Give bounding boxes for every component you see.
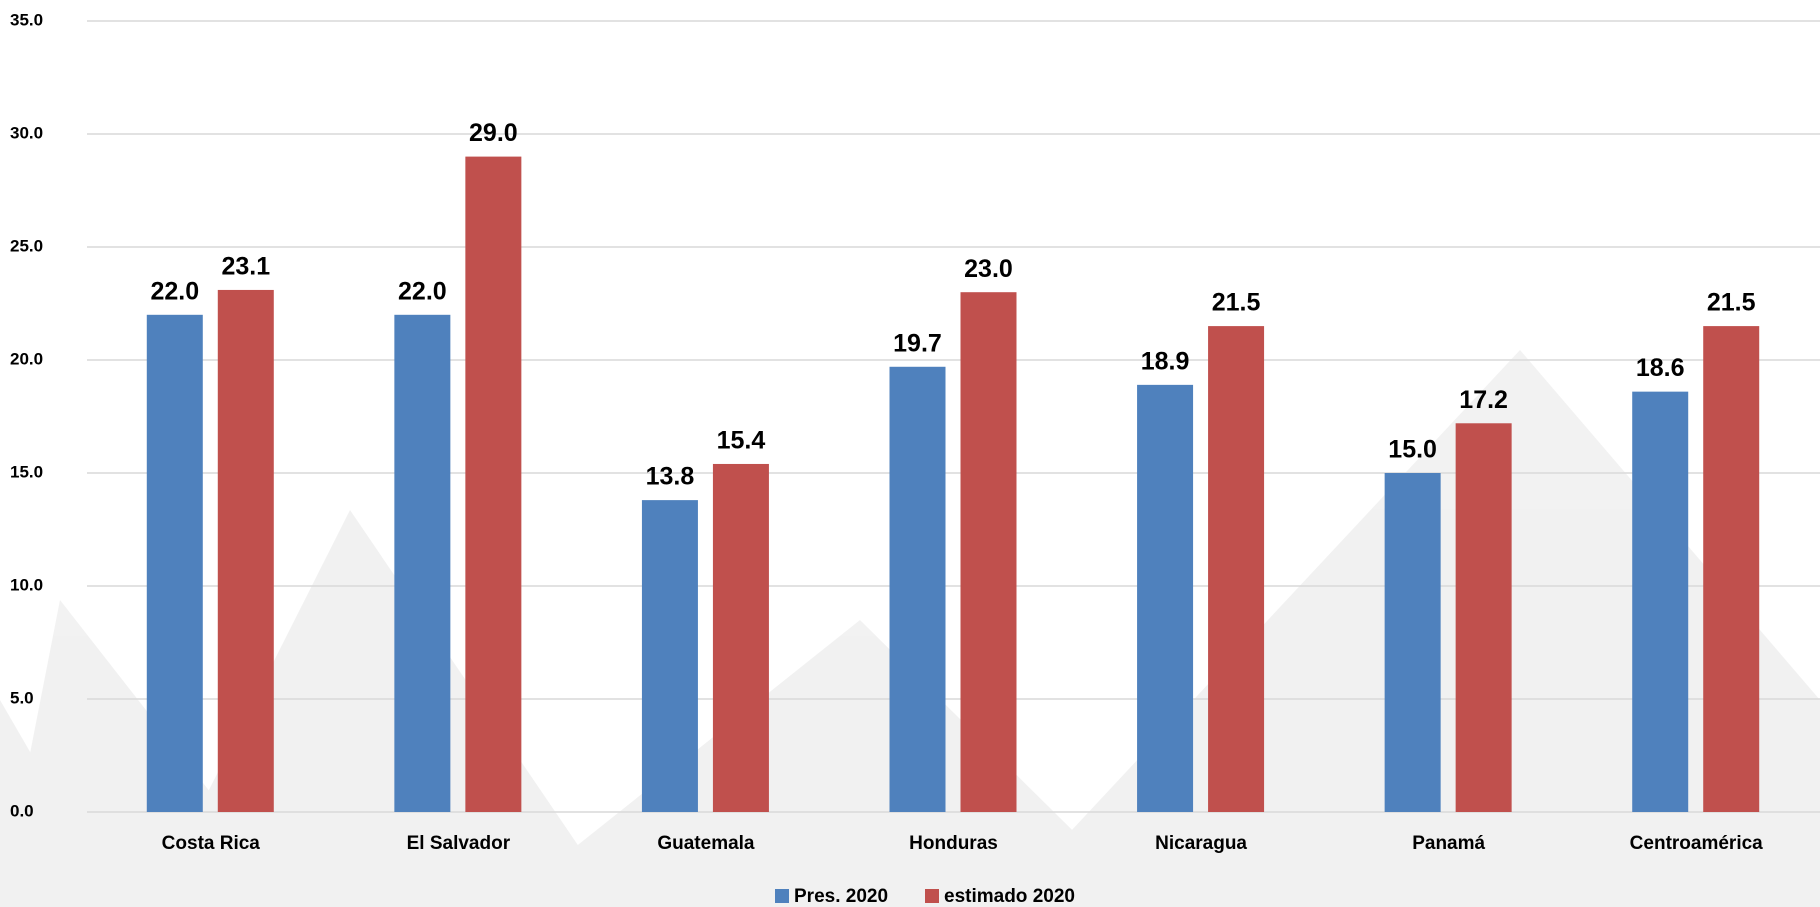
data-label: 13.8 [646, 463, 695, 491]
data-label: 29.0 [469, 119, 518, 147]
data-label: 21.5 [1212, 289, 1261, 317]
y-tick-label: 30.0 [10, 123, 43, 142]
bar [217, 289, 274, 812]
data-label: 18.9 [1141, 347, 1190, 375]
bar [641, 500, 698, 812]
data-label: 17.2 [1459, 386, 1508, 414]
x-tick-label: El Salvador [407, 833, 511, 854]
y-tick-label: 25.0 [10, 236, 43, 255]
x-tick-label: Honduras [909, 833, 998, 854]
y-tick-label: 5.0 [10, 688, 34, 707]
data-label: 23.0 [964, 255, 1013, 283]
legend-label: estimado 2020 [944, 886, 1075, 907]
data-label: 22.0 [150, 277, 199, 305]
bar [146, 314, 203, 812]
bar [1632, 391, 1689, 812]
data-label: 15.4 [717, 427, 766, 455]
y-tick-label: 15.0 [10, 462, 43, 481]
bar [1703, 326, 1760, 812]
bar [1208, 326, 1265, 812]
y-tick-label: 35.0 [10, 10, 43, 29]
x-tick-label: Nicaragua [1155, 833, 1247, 854]
x-tick-label: Panamá [1412, 833, 1485, 854]
bar [465, 156, 522, 813]
y-tick-label: 0.0 [10, 801, 34, 820]
data-label: 22.0 [398, 277, 447, 305]
bar [1137, 384, 1194, 812]
x-tick-label: Guatemala [657, 833, 755, 854]
bar [712, 463, 769, 812]
bar [1455, 423, 1512, 812]
legend-label: Pres. 2020 [794, 886, 888, 907]
bar [1384, 473, 1441, 812]
data-label: 23.1 [221, 253, 270, 281]
bar [889, 366, 946, 812]
data-label: 18.6 [1636, 354, 1685, 382]
data-label: 21.5 [1707, 289, 1756, 317]
legend-swatch [775, 889, 789, 903]
bar [960, 292, 1017, 812]
legend-swatch [925, 889, 939, 903]
data-label: 15.0 [1388, 436, 1437, 464]
y-tick-label: 10.0 [10, 575, 43, 594]
y-tick-label: 20.0 [10, 349, 43, 368]
x-tick-label: Costa Rica [162, 833, 261, 854]
data-label: 19.7 [893, 329, 942, 357]
bar [394, 314, 451, 812]
x-tick-label: Centroamérica [1630, 833, 1763, 854]
